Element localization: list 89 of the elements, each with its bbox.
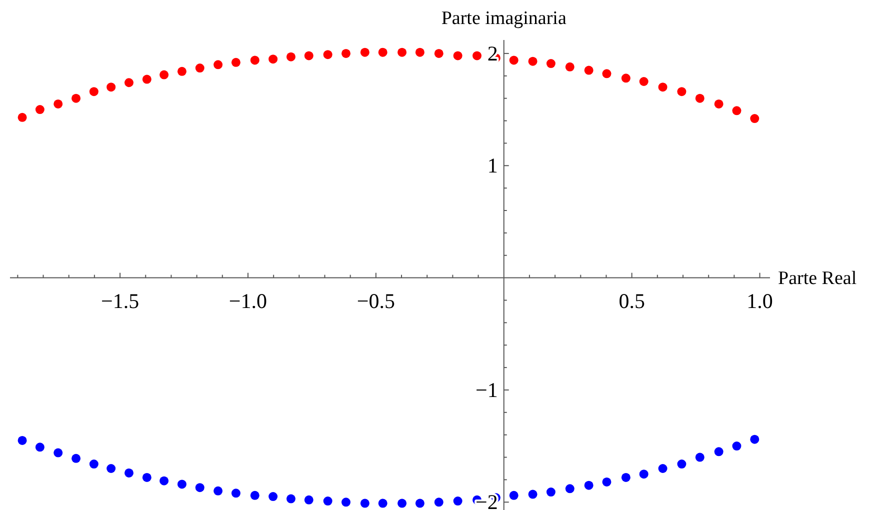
point — [453, 496, 462, 506]
point — [214, 486, 223, 496]
y-tick-label: 1 — [487, 154, 498, 178]
point — [750, 114, 760, 124]
point — [732, 442, 742, 451]
point — [453, 51, 462, 60]
point — [528, 56, 538, 66]
point — [602, 477, 612, 486]
point — [360, 498, 370, 508]
point — [250, 490, 260, 500]
point — [658, 82, 668, 92]
y-axis-title: Parte imaginaria — [441, 8, 567, 29]
x-tick-label: −1.5 — [100, 288, 140, 313]
point — [106, 82, 116, 92]
point — [602, 69, 612, 78]
x-tick-label: 0.5 — [618, 288, 645, 313]
point — [714, 447, 724, 456]
x-tick-label: −0.5 — [356, 288, 395, 313]
point — [231, 58, 240, 67]
point — [565, 484, 574, 494]
point — [658, 464, 668, 473]
point — [124, 78, 134, 88]
point — [415, 48, 424, 57]
point — [304, 495, 314, 504]
x-tick-label: −1.0 — [228, 288, 268, 313]
point — [509, 490, 518, 500]
point — [89, 460, 98, 469]
point — [124, 468, 134, 478]
y-tick-label: −1 — [476, 378, 498, 402]
x-tick-label: 1.0 — [746, 288, 773, 313]
point — [177, 66, 186, 76]
point — [35, 442, 44, 452]
point — [378, 48, 388, 57]
point — [584, 66, 594, 75]
point — [286, 494, 296, 504]
point — [72, 454, 81, 463]
point — [434, 498, 444, 507]
point — [341, 48, 350, 58]
point — [54, 448, 63, 458]
point — [177, 480, 186, 489]
point — [89, 87, 98, 96]
point — [434, 48, 444, 58]
point — [398, 48, 407, 57]
point — [72, 94, 81, 103]
point — [35, 105, 44, 114]
point — [341, 498, 350, 507]
point — [286, 52, 296, 62]
point — [18, 436, 27, 445]
point — [565, 62, 574, 72]
point — [304, 51, 314, 60]
point — [323, 50, 332, 60]
point — [677, 87, 686, 96]
point — [695, 94, 704, 103]
point — [268, 54, 278, 64]
point — [18, 112, 27, 122]
point — [195, 64, 204, 73]
point — [472, 51, 482, 60]
point — [323, 496, 332, 506]
point — [54, 99, 63, 108]
point — [714, 99, 724, 108]
point — [621, 472, 630, 482]
point — [360, 48, 370, 57]
point — [142, 472, 152, 482]
point — [750, 434, 760, 444]
point — [546, 59, 556, 68]
point — [378, 498, 388, 508]
point — [214, 60, 223, 70]
point — [160, 70, 169, 80]
point — [677, 460, 686, 469]
point — [528, 490, 538, 499]
point — [509, 56, 518, 65]
point — [398, 498, 407, 508]
point — [546, 488, 556, 497]
point — [621, 74, 630, 83]
point — [268, 492, 278, 502]
point — [106, 464, 116, 473]
point — [231, 488, 240, 498]
point — [160, 476, 169, 486]
y-tick-label: −2 — [476, 490, 498, 510]
point — [695, 452, 704, 462]
x-axis-title: Parte Real — [778, 268, 857, 289]
point — [195, 483, 204, 492]
point — [415, 498, 424, 508]
point — [584, 480, 594, 490]
point — [732, 106, 742, 116]
point — [250, 56, 260, 65]
point — [142, 74, 152, 84]
point — [639, 470, 648, 479]
point — [639, 77, 648, 86]
